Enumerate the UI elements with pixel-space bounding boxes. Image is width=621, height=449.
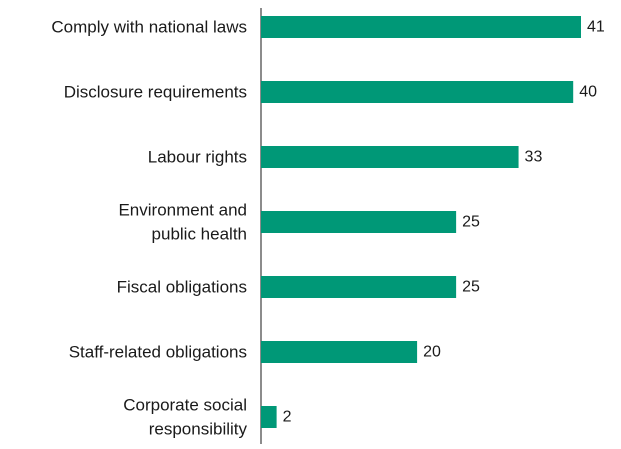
bar: [261, 81, 574, 103]
bar: [261, 406, 277, 428]
category-label: Labour rights: [148, 148, 247, 167]
bar-value-label: 25: [462, 214, 480, 231]
category-label: Disclosure requirements: [64, 83, 247, 102]
category-label: public health: [152, 225, 247, 244]
category-label: responsibility: [149, 420, 248, 439]
bar-value-label: 2: [283, 409, 292, 426]
bar: [261, 341, 418, 363]
bar-value-label: 40: [579, 84, 597, 101]
bar: [261, 211, 457, 233]
bar: [261, 146, 519, 168]
bar: [261, 276, 457, 298]
bar-value-label: 41: [587, 19, 605, 36]
bar-value-label: 20: [423, 344, 441, 361]
category-label: Staff-related obligations: [69, 343, 247, 362]
bar-value-label: 25: [462, 279, 480, 296]
bar: [261, 16, 581, 38]
category-label: Corporate social: [123, 396, 247, 415]
category-label: Comply with national laws: [51, 18, 247, 37]
bar-value-label: 33: [525, 149, 543, 166]
category-label: Environment and: [118, 201, 247, 220]
bars-group: 41 Comply with national laws 40 Disclosure …: [51, 16, 605, 439]
category-label: Fiscal obligations: [117, 278, 247, 297]
